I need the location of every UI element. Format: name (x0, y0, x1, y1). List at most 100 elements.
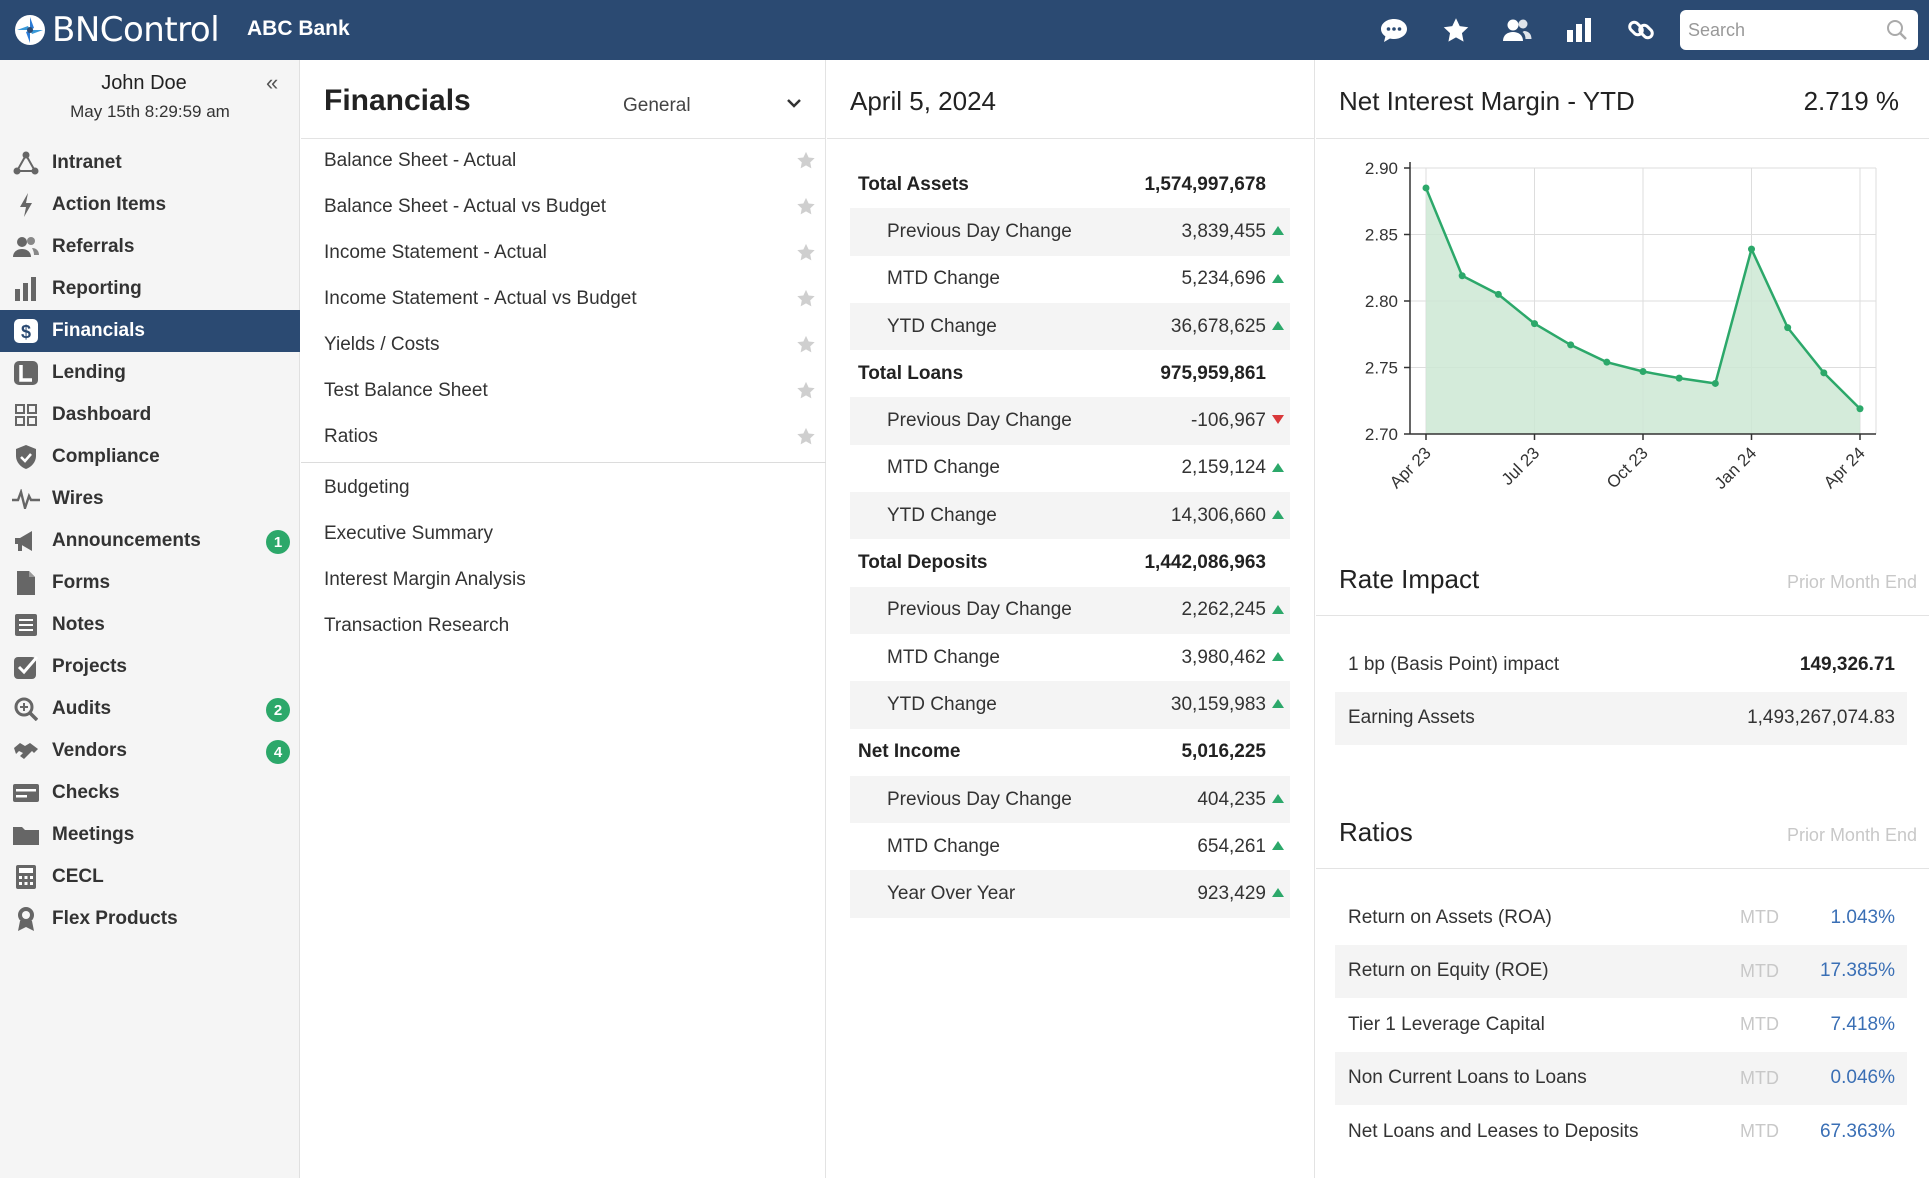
sidebar-item-reporting[interactable]: Reporting (0, 268, 300, 310)
report-item[interactable]: Income Statement - Actual vs Budget (301, 276, 826, 322)
report-item[interactable]: Yields / Costs (301, 322, 826, 368)
lending-icon (12, 359, 40, 387)
summary-change-row: MTD Change 2,159,124 (850, 445, 1290, 492)
sidebar-item-dashboard[interactable]: Dashboard (0, 394, 300, 436)
grid-icon (12, 401, 40, 429)
star-icon[interactable] (796, 197, 816, 222)
report-item[interactable]: Budgeting (301, 465, 826, 511)
sidebar-item-financials[interactable]: $ Financials (0, 310, 300, 352)
star-icon[interactable] (1438, 12, 1474, 48)
report-item-label: Income Statement - Actual (324, 242, 547, 263)
ratio-row[interactable]: Tier 1 Leverage Capital MTD 7.418% (1335, 998, 1907, 1052)
sidebar-nav: Intranet Action Items Referrals Reportin… (0, 142, 300, 940)
report-item[interactable]: Interest Margin Analysis (301, 557, 826, 603)
app-logo[interactable]: BNControl (14, 10, 220, 50)
collapse-sidebar-button[interactable]: « (266, 70, 279, 95)
sidebar-item-projects[interactable]: Projects (0, 646, 300, 688)
nim-value: 2.719 % (1803, 86, 1899, 116)
report-item[interactable]: Income Statement - Actual (301, 230, 826, 276)
shield-icon (12, 443, 40, 471)
report-item[interactable]: Transaction Research (301, 603, 826, 649)
sidebar-item-vendors[interactable]: Vendors 4 (0, 730, 300, 772)
report-item-label: Interest Margin Analysis (324, 569, 526, 590)
report-item-label: Executive Summary (324, 523, 493, 544)
bar-chart-icon[interactable] (1561, 12, 1597, 48)
sidebar-item-checks[interactable]: Checks (0, 772, 300, 814)
sidebar-item-meetings[interactable]: Meetings (0, 814, 300, 856)
row-label: 1 bp (Basis Point) impact (1348, 653, 1560, 675)
sidebar-item-label: Forms (52, 572, 111, 593)
ratio-row[interactable]: Return on Assets (ROA) MTD 1.043% (1335, 891, 1907, 945)
rate-impact-row: 1 bp (Basis Point) impact 149,326.71 (1335, 638, 1907, 692)
row-value: 5,234,696 (1181, 268, 1266, 290)
megaphone-icon (12, 527, 40, 555)
magnify-icon (12, 695, 40, 723)
sidebar-item-compliance[interactable]: Compliance (0, 436, 300, 478)
sidebar-item-label: Notes (52, 614, 105, 635)
data-point (1856, 405, 1864, 413)
report-item[interactable]: Balance Sheet - Actual vs Budget (301, 184, 826, 230)
user-login-time: May 15th 8:29:59 am (70, 102, 230, 121)
report-item[interactable]: Test Balance Sheet (301, 368, 826, 414)
dollar-icon: $ (12, 317, 40, 345)
search-icon[interactable] (1886, 19, 1908, 41)
report-item[interactable]: Executive Summary (301, 511, 826, 557)
star-icon[interactable] (796, 335, 816, 360)
chat-icon[interactable] (1376, 12, 1412, 48)
sidebar-item-announcements[interactable]: Announcements 1 (0, 520, 300, 562)
row-label: MTD Change (887, 646, 1000, 668)
star-icon[interactable] (796, 243, 816, 268)
row-value: 0.046% (1830, 1067, 1895, 1089)
bank-name: ABC Bank (247, 17, 350, 40)
search-input[interactable] (1688, 10, 1878, 50)
data-point (1458, 272, 1466, 280)
ratio-row[interactable]: Return on Equity (ROE) MTD 17.385% (1335, 944, 1907, 998)
data-point (1567, 341, 1575, 349)
ratio-row[interactable]: Non Current Loans to Loans MTD 0.046% (1335, 1051, 1907, 1105)
y-tick-label: 2.80 (1365, 292, 1398, 311)
star-icon[interactable] (796, 289, 816, 314)
sidebar-item-referrals[interactable]: Referrals (0, 226, 300, 268)
star-icon[interactable] (796, 151, 816, 176)
link-icon[interactable] (1623, 12, 1659, 48)
row-label: Previous Day Change (887, 220, 1072, 242)
sidebar-item-lending[interactable]: Lending (0, 352, 300, 394)
sidebar-item-flex-products[interactable]: Flex Products (0, 898, 300, 940)
sidebar-item-intranet[interactable]: Intranet (0, 142, 300, 184)
sidebar-item-label: CECL (52, 866, 104, 887)
sidebar-item-label: Reporting (52, 278, 142, 299)
report-item[interactable]: Ratios (301, 414, 826, 460)
row-value: 923,429 (1197, 883, 1266, 905)
users-icon[interactable] (1499, 12, 1535, 48)
star-icon[interactable] (796, 427, 816, 452)
divider (301, 138, 826, 139)
summary-change-row: Previous Day Change 2,262,245 (850, 586, 1290, 634)
row-label: Previous Day Change (887, 599, 1072, 621)
row-value: 1,493,267,074.83 (1747, 707, 1895, 729)
notification-badge: 2 (266, 698, 290, 722)
row-period: MTD (1740, 1067, 1779, 1088)
category-select[interactable]: General (623, 90, 803, 122)
row-label: Year Over Year (887, 883, 1016, 905)
sidebar-item-notes[interactable]: Notes (0, 604, 300, 646)
row-label: Net Income (858, 741, 961, 763)
sidebar-item-action-items[interactable]: Action Items (0, 184, 300, 226)
users-icon (12, 233, 40, 261)
star-icon[interactable] (796, 381, 816, 406)
sidebar-item-label: Action Items (52, 194, 167, 215)
data-point (1784, 324, 1792, 332)
sidebar-item-cecl[interactable]: CECL (0, 856, 300, 898)
ratios-title: Ratios (1339, 817, 1413, 847)
financials-panel: Financials General Balance Sheet - Actua… (301, 60, 826, 1178)
divider (827, 138, 1315, 139)
arrow-up-icon (1272, 462, 1284, 472)
arrow-up-icon (1272, 651, 1284, 661)
report-item[interactable]: Balance Sheet - Actual (301, 138, 826, 184)
sidebar-item-forms[interactable]: Forms (0, 562, 300, 604)
ratio-row[interactable]: Net Loans and Leases to Deposits MTD 67.36… (1335, 1105, 1907, 1159)
sidebar-item-wires[interactable]: Wires (0, 478, 300, 520)
sidebar-item-audits[interactable]: Audits 2 (0, 688, 300, 730)
row-label: Return on Assets (ROA) (1348, 906, 1552, 928)
row-value: 2,262,245 (1181, 599, 1266, 621)
report-item-label: Budgeting (324, 477, 410, 498)
